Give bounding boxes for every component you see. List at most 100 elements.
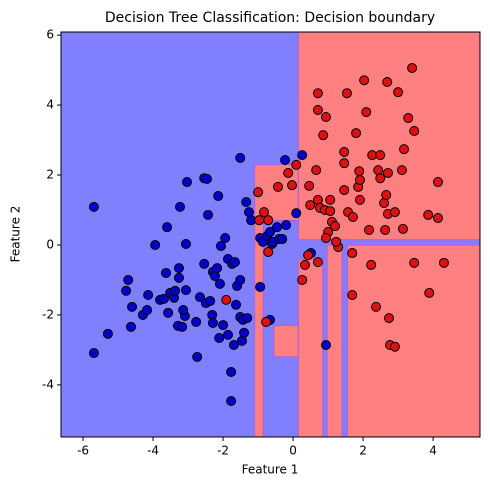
data-point bbox=[158, 293, 169, 304]
data-point bbox=[201, 173, 212, 184]
x-tick-label: 0 bbox=[289, 444, 297, 458]
data-point bbox=[339, 146, 350, 157]
data-point bbox=[241, 196, 252, 207]
data-point bbox=[203, 209, 214, 220]
data-point bbox=[207, 317, 218, 328]
data-point bbox=[259, 207, 270, 218]
data-point bbox=[150, 239, 161, 250]
axes: -6 -4 -2 0 2 4 -4 -2 0 2 4 6 bbox=[42, 28, 481, 458]
data-point bbox=[312, 104, 323, 115]
data-point bbox=[354, 174, 365, 185]
y-tick-label: 4 bbox=[46, 98, 54, 112]
data-point bbox=[194, 292, 205, 303]
data-point bbox=[177, 321, 188, 332]
data-point bbox=[320, 111, 331, 122]
data-point bbox=[283, 167, 294, 178]
y-axis-label: Feature 2 bbox=[9, 206, 23, 263]
data-point bbox=[364, 224, 375, 235]
x-tick-label: -4 bbox=[147, 444, 159, 458]
data-point bbox=[347, 290, 358, 301]
data-point bbox=[303, 250, 314, 261]
data-point bbox=[396, 165, 407, 176]
data-point bbox=[409, 125, 420, 136]
data-point bbox=[264, 227, 275, 238]
y-tick-label: 0 bbox=[46, 237, 54, 251]
data-point bbox=[254, 215, 265, 226]
data-point bbox=[382, 167, 393, 178]
data-point bbox=[403, 113, 414, 124]
data-point bbox=[199, 258, 210, 269]
data-point bbox=[291, 208, 302, 219]
data-point bbox=[299, 259, 310, 270]
data-point bbox=[320, 340, 331, 351]
data-point bbox=[393, 87, 404, 98]
decision-region bbox=[326, 244, 343, 437]
data-point bbox=[228, 340, 239, 351]
data-point bbox=[182, 177, 193, 188]
data-point bbox=[432, 213, 443, 224]
data-point bbox=[287, 180, 298, 191]
data-point bbox=[304, 180, 315, 191]
y-tick-label: -2 bbox=[42, 307, 54, 321]
chart-title: Decision Tree Classification: Decision b… bbox=[105, 10, 435, 26]
data-point bbox=[347, 212, 358, 223]
data-point bbox=[379, 198, 390, 209]
data-point bbox=[325, 194, 336, 205]
data-point bbox=[173, 263, 184, 274]
x-tick-label: 2 bbox=[359, 444, 367, 458]
data-point bbox=[239, 327, 250, 338]
data-point bbox=[180, 285, 191, 296]
data-point bbox=[236, 335, 247, 346]
data-point bbox=[102, 328, 113, 339]
data-point bbox=[229, 257, 240, 268]
data-point bbox=[373, 165, 384, 176]
data-point bbox=[305, 200, 316, 211]
data-point bbox=[235, 152, 246, 163]
data-point bbox=[399, 144, 410, 155]
data-point bbox=[218, 320, 229, 331]
data-point bbox=[281, 220, 292, 231]
data-point bbox=[175, 201, 186, 212]
data-point bbox=[180, 238, 191, 249]
x-tick-label: 4 bbox=[429, 444, 437, 458]
data-point bbox=[277, 234, 288, 245]
data-point bbox=[291, 159, 302, 170]
data-point bbox=[191, 316, 202, 327]
data-point bbox=[389, 207, 400, 218]
data-point bbox=[331, 236, 342, 247]
data-point bbox=[297, 274, 308, 285]
data-point bbox=[231, 299, 242, 310]
plot-frame bbox=[60, 31, 481, 438]
data-point bbox=[312, 88, 323, 99]
data-point bbox=[163, 307, 174, 318]
data-point bbox=[123, 274, 134, 285]
data-point bbox=[178, 305, 189, 316]
x-axis-label: Feature 1 bbox=[242, 463, 299, 477]
data-point bbox=[213, 191, 224, 202]
x-tick-label: -2 bbox=[217, 444, 229, 458]
data-point bbox=[88, 201, 99, 212]
data-point bbox=[383, 313, 394, 324]
data-point bbox=[312, 194, 323, 205]
data-point bbox=[263, 246, 274, 257]
data-point bbox=[341, 88, 352, 99]
data-point bbox=[280, 155, 291, 166]
data-point bbox=[162, 222, 173, 233]
data-point bbox=[361, 107, 372, 118]
data-point bbox=[161, 267, 172, 278]
y-tick-label: 2 bbox=[46, 168, 54, 182]
data-point bbox=[354, 194, 365, 205]
decision-region bbox=[346, 244, 480, 437]
data-point bbox=[214, 278, 225, 289]
data-point bbox=[375, 150, 386, 161]
decision-region bbox=[297, 258, 324, 437]
data-point bbox=[371, 301, 382, 312]
data-point bbox=[173, 272, 184, 283]
data-point bbox=[297, 150, 308, 161]
data-point bbox=[366, 259, 377, 270]
data-point bbox=[347, 248, 358, 259]
data-point bbox=[359, 75, 370, 86]
data-point bbox=[226, 366, 237, 377]
data-point bbox=[432, 177, 443, 188]
